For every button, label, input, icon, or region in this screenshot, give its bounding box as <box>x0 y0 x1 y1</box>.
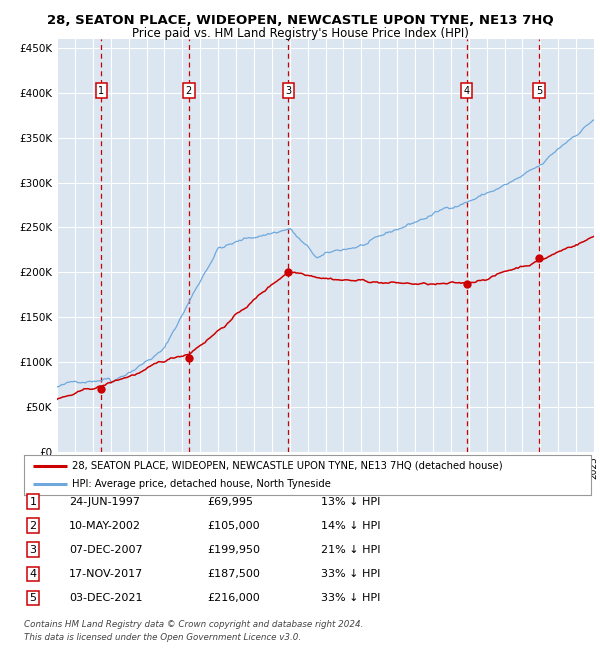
Text: £105,000: £105,000 <box>207 521 260 531</box>
Text: 3: 3 <box>286 86 292 96</box>
Text: 1: 1 <box>29 497 37 507</box>
Text: 10-MAY-2002: 10-MAY-2002 <box>69 521 141 531</box>
Text: £69,995: £69,995 <box>207 497 253 507</box>
Text: 5: 5 <box>29 593 37 603</box>
Text: 07-DEC-2007: 07-DEC-2007 <box>69 545 143 555</box>
Text: 28, SEATON PLACE, WIDEOPEN, NEWCASTLE UPON TYNE, NE13 7HQ (detached house): 28, SEATON PLACE, WIDEOPEN, NEWCASTLE UP… <box>72 461 503 471</box>
Text: 33% ↓ HPI: 33% ↓ HPI <box>321 593 380 603</box>
Text: 17-NOV-2017: 17-NOV-2017 <box>69 569 143 579</box>
Text: 21% ↓ HPI: 21% ↓ HPI <box>321 545 380 555</box>
Text: 5: 5 <box>536 86 542 96</box>
Text: 13% ↓ HPI: 13% ↓ HPI <box>321 497 380 507</box>
Text: £199,950: £199,950 <box>207 545 260 555</box>
Text: HPI: Average price, detached house, North Tyneside: HPI: Average price, detached house, Nort… <box>72 480 331 489</box>
Text: 3: 3 <box>29 545 37 555</box>
Text: 33% ↓ HPI: 33% ↓ HPI <box>321 569 380 579</box>
Text: 4: 4 <box>29 569 37 579</box>
Text: 1: 1 <box>98 86 104 96</box>
Text: Price paid vs. HM Land Registry's House Price Index (HPI): Price paid vs. HM Land Registry's House … <box>131 27 469 40</box>
Text: 2: 2 <box>185 86 192 96</box>
Text: Contains HM Land Registry data © Crown copyright and database right 2024.: Contains HM Land Registry data © Crown c… <box>24 620 364 629</box>
Text: This data is licensed under the Open Government Licence v3.0.: This data is licensed under the Open Gov… <box>24 633 301 642</box>
Text: 28, SEATON PLACE, WIDEOPEN, NEWCASTLE UPON TYNE, NE13 7HQ: 28, SEATON PLACE, WIDEOPEN, NEWCASTLE UP… <box>47 14 553 27</box>
Text: 24-JUN-1997: 24-JUN-1997 <box>69 497 140 507</box>
Text: £216,000: £216,000 <box>207 593 260 603</box>
Text: 4: 4 <box>463 86 470 96</box>
Text: £187,500: £187,500 <box>207 569 260 579</box>
Text: 2: 2 <box>29 521 37 531</box>
Text: 14% ↓ HPI: 14% ↓ HPI <box>321 521 380 531</box>
Text: 03-DEC-2021: 03-DEC-2021 <box>69 593 143 603</box>
